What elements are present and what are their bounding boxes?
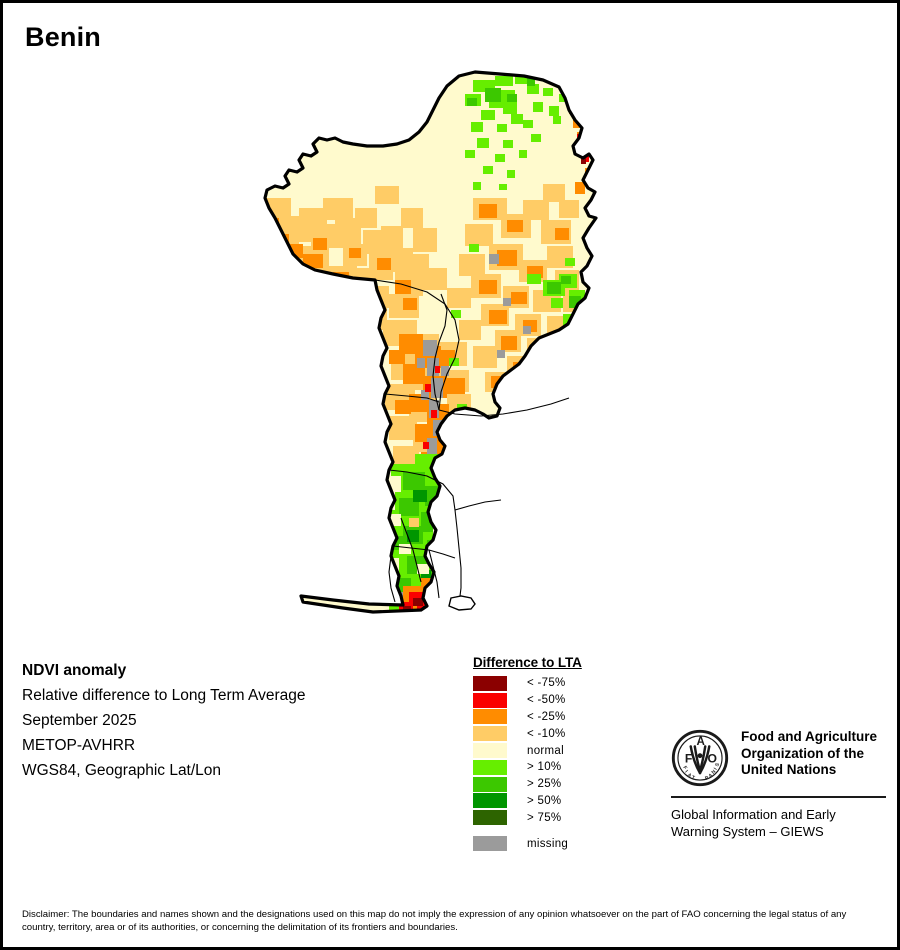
svg-text:I: I [683,769,689,775]
legend-row: > 25% [473,776,653,793]
raster-band-plateau [441,502,489,612]
legend-row: > 50% [473,793,653,810]
legend-label: < -75% [527,677,566,690]
map-legend: Difference to LTA < -75% < -50% < -25% <… [473,655,653,852]
legend-label: < -25% [527,710,566,723]
legend-label: normal [527,744,564,757]
legend-swatch-missing [473,836,507,852]
legend-swatch [473,675,507,691]
fao-name-line-3: United Nations [741,762,837,777]
fao-name-line-1: Food and Agriculture [741,729,877,744]
legend-row: > 75% [473,809,653,826]
svg-text:F: F [685,752,692,766]
info-line-sensor: METOP-AVHRR [22,737,136,754]
legend-label: > 75% [527,811,562,824]
legend-label: > 50% [527,794,562,807]
disclaimer-text: Disclaimer: The boundaries and names sho… [22,909,847,934]
benin-ndvi-map[interactable] [3,58,897,628]
svg-text:O: O [708,752,717,766]
svg-text:A: A [697,735,706,748]
legend-row: < -10% [473,725,653,742]
svg-text:P: P [704,775,710,782]
legend-row: normal [473,742,653,759]
legend-swatch [473,759,507,775]
fao-divider [671,796,886,798]
page-title: Benin [25,22,102,52]
info-line-projection: WGS84, Geographic Lat/Lon [22,762,222,779]
fao-organization-name: Food and Agriculture Organization of the… [741,729,877,779]
legend-row: < -50% [473,692,653,709]
legend-label-missing: missing [527,837,569,850]
map-canvas[interactable] [3,58,897,628]
info-line-ndvi-anomaly: NDVI anomaly [22,662,127,679]
info-line-description: Relative difference to Long Term Average [22,687,306,704]
fao-logo-icon: F A O F I A T P A N I S [671,729,729,787]
legend-row-missing: missing [473,835,653,852]
giews-line-2: Warning System – GIEWS [671,824,824,839]
legend-row: < -75% [473,675,653,692]
legend-swatch [473,793,507,809]
fao-branding: F A O F I A T P A N I S Food and Agricul… [671,729,886,840]
legend-swatch [473,726,507,742]
legend-row: > 10% [473,759,653,776]
legend-label: < -50% [527,694,566,707]
svg-text:I: I [713,766,719,771]
svg-text:N: N [710,769,717,776]
fao-name-line-2: Organization of the [741,745,864,761]
legend-swatch [473,810,507,826]
svg-text:A: A [686,772,693,779]
info-line-period: September 2025 [22,712,137,729]
giews-line-1: Global Information and Early [671,807,836,822]
svg-text:T: T [691,775,696,782]
map-info-block: NDVI anomaly Relative difference to Long… [22,658,442,783]
svg-text:F: F [682,765,689,771]
giews-name: Global Information and Early Warning Sys… [671,806,886,840]
legend-title: Difference to LTA [473,655,582,670]
svg-text:S: S [714,761,721,767]
legend-label: < -10% [527,727,566,740]
legend-label: > 25% [527,778,562,791]
legend-label: > 10% [527,761,562,774]
raster-band-borgou [447,184,587,402]
legend-swatch [473,692,507,708]
legend-swatch [473,776,507,792]
legend-swatch [473,743,507,759]
coastal-lagoon [448,595,476,611]
legend-row: < -25% [473,709,653,726]
legend-swatch [473,709,507,725]
svg-text:A: A [708,772,715,779]
